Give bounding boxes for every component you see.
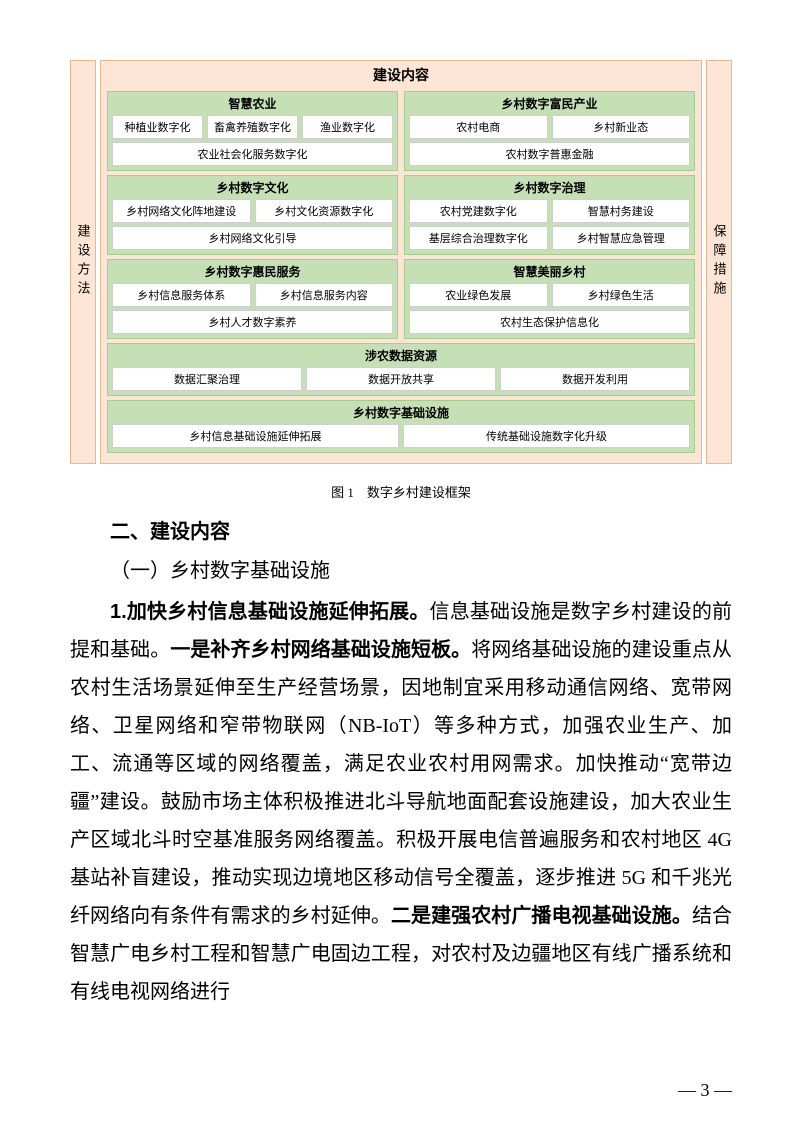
bold-run: 二是建强农村广播电视基础设施。	[391, 905, 692, 927]
page-number: — 3 —	[678, 1080, 732, 1101]
item: 乡村文化资源数字化	[255, 199, 394, 223]
item: 数据汇聚治理	[112, 367, 302, 391]
row-2: 乡村数字文化 乡村网络文化阵地建设 乡村文化资源数字化 乡村网络文化引导 乡村数…	[101, 175, 701, 255]
text-run: 将网络基础设施的建设重点从农村生活场景延伸至生产经营场景，因地制宜采用移动通信网…	[70, 639, 732, 927]
item: 渔业数字化	[302, 115, 393, 139]
group-title: 智慧美丽乡村	[409, 263, 690, 280]
right-side-label: 保障措施	[706, 60, 732, 464]
item: 农村党建数字化	[409, 199, 548, 223]
item: 基层综合治理数字化	[409, 226, 548, 250]
bold-run: 1.加快乡村信息基础设施延伸拓展。	[110, 601, 430, 623]
group-data: 涉农数据资源 数据汇聚治理 数据开放共享 数据开发利用	[107, 343, 695, 396]
row-5: 乡村数字基础设施 乡村信息基础设施延伸拓展 传统基础设施数字化升级	[101, 400, 701, 453]
group-title: 乡村数字文化	[112, 179, 393, 196]
group-fumin: 乡村数字富民产业 农村电商 乡村新业态 农村数字普惠金融	[404, 91, 695, 171]
group-title: 乡村数字治理	[409, 179, 690, 196]
item: 数据开发利用	[500, 367, 690, 391]
group-governance: 乡村数字治理 农村党建数字化 智慧村务建设 基层综合治理数字化 乡村智慧应急管理	[404, 175, 695, 255]
bold-run: 一是补齐乡村网络基础设施短板。	[170, 639, 471, 661]
heading-level-2: 二、建设内容	[70, 515, 732, 544]
row-3: 乡村数字惠民服务 乡村信息服务体系 乡村信息服务内容 乡村人才数字素养 智慧美丽…	[101, 259, 701, 339]
item: 乡村新业态	[552, 115, 691, 139]
item: 乡村信息服务内容	[255, 283, 394, 307]
center-block: 建设内容 智慧农业 种植业数字化 畜禽养殖数字化 渔业数字化 农业社会化服务数字…	[100, 60, 702, 464]
figure-caption: 图 1 数字乡村建设框架	[70, 482, 732, 501]
item: 乡村网络文化阵地建设	[112, 199, 251, 223]
heading-level-3: （一）乡村数字基础设施	[70, 554, 732, 583]
item: 乡村智慧应急管理	[552, 226, 691, 250]
group-title: 乡村数字惠民服务	[112, 263, 393, 280]
group-meili: 智慧美丽乡村 农业绿色发展 乡村绿色生活 农村生态保护信息化	[404, 259, 695, 339]
group-smart-agri: 智慧农业 种植业数字化 畜禽养殖数字化 渔业数字化 农业社会化服务数字化	[107, 91, 398, 171]
item: 乡村绿色生活	[552, 283, 691, 307]
group-title: 乡村数字富民产业	[409, 95, 690, 112]
item: 乡村信息服务体系	[112, 283, 251, 307]
body-paragraph: 1.加快乡村信息基础设施延伸拓展。信息基础设施是数字乡村建设的前提和基础。一是补…	[70, 593, 732, 1011]
item: 数据开放共享	[306, 367, 496, 391]
group-title: 乡村数字基础设施	[112, 404, 690, 421]
item: 乡村网络文化引导	[112, 226, 393, 250]
row-4: 涉农数据资源 数据汇聚治理 数据开放共享 数据开发利用	[101, 343, 701, 396]
group-title: 智慧农业	[112, 95, 393, 112]
group-title: 涉农数据资源	[112, 347, 690, 364]
item: 智慧村务建设	[552, 199, 691, 223]
item: 传统基础设施数字化升级	[403, 424, 690, 448]
group-infra: 乡村数字基础设施 乡村信息基础设施延伸拓展 传统基础设施数字化升级	[107, 400, 695, 453]
item: 种植业数字化	[112, 115, 203, 139]
item: 农村电商	[409, 115, 548, 139]
figure-framework: 建设方法 建设内容 智慧农业 种植业数字化 畜禽养殖数字化 渔业数字化 农业社会…	[70, 60, 732, 464]
item: 畜禽养殖数字化	[207, 115, 298, 139]
center-title: 建设内容	[101, 61, 701, 91]
item: 农村数字普惠金融	[409, 142, 690, 166]
left-side-label: 建设方法	[70, 60, 96, 464]
item: 乡村人才数字素养	[112, 310, 393, 334]
item: 农业绿色发展	[409, 283, 548, 307]
row-1: 智慧农业 种植业数字化 畜禽养殖数字化 渔业数字化 农业社会化服务数字化 乡村数…	[101, 91, 701, 171]
item: 农村生态保护信息化	[409, 310, 690, 334]
item: 农业社会化服务数字化	[112, 142, 393, 166]
item: 乡村信息基础设施延伸拓展	[112, 424, 399, 448]
group-huimin: 乡村数字惠民服务 乡村信息服务体系 乡村信息服务内容 乡村人才数字素养	[107, 259, 398, 339]
group-culture: 乡村数字文化 乡村网络文化阵地建设 乡村文化资源数字化 乡村网络文化引导	[107, 175, 398, 255]
